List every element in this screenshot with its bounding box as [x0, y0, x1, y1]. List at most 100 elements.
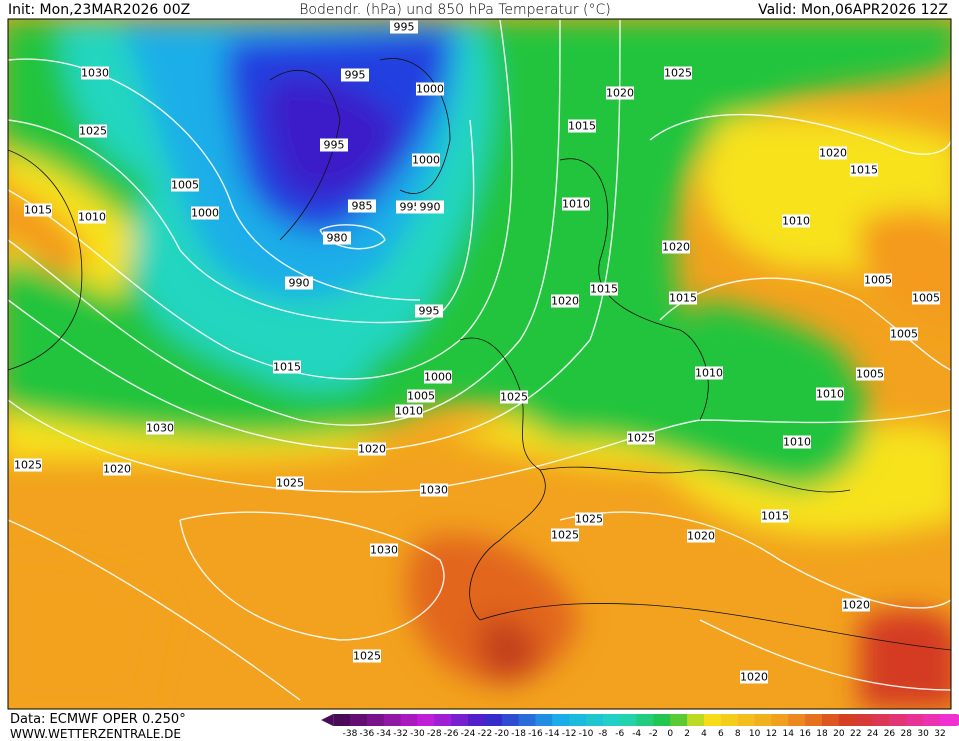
colorbar-swatch	[822, 714, 840, 726]
colorbar-swatch	[704, 714, 722, 726]
isobar-label: 985	[352, 200, 373, 213]
isobar-label: 1000	[412, 154, 440, 167]
colorbar-swatch	[586, 714, 604, 726]
colorbar-label: -16	[528, 729, 543, 739]
isobar-label: 1005	[890, 328, 918, 341]
colorbar-label: 26	[884, 729, 896, 739]
init-time: Init: Mon,23MAR2026 00Z	[8, 2, 190, 18]
isobar-label-box	[816, 387, 844, 401]
colorbar-label: -18	[511, 729, 526, 739]
colorbar-label: -4	[632, 729, 641, 739]
colorbar-label: -12	[562, 729, 577, 739]
isobar-label-box	[783, 435, 811, 449]
isobar-label-box	[285, 276, 313, 290]
colorbar-label: 12	[766, 729, 777, 739]
isobar-label-box	[912, 291, 940, 305]
isobar-label-box	[568, 119, 596, 133]
colorbar-label: 4	[701, 729, 707, 739]
colorbar-swatch	[872, 714, 890, 726]
isobar-label: 1020	[819, 147, 847, 160]
isobar-label-box	[276, 476, 304, 490]
isobar-label-box	[81, 66, 109, 80]
colorbar-label: 2	[684, 729, 690, 739]
colorbar-label: -24	[461, 729, 476, 739]
colorbar-label: 32	[934, 729, 945, 739]
map-title: Bodendr. (hPa) und 850 hPa Temperatur (°…	[299, 2, 611, 18]
isobar-label: 1025	[575, 513, 603, 526]
isobar-label-box	[850, 163, 878, 177]
colorbar-label: -22	[478, 729, 493, 739]
colorbar-swatch	[484, 714, 503, 726]
colorbar-swatch	[434, 714, 452, 726]
isobar-label: 1010	[78, 211, 106, 224]
colorbar-label: -36	[360, 729, 375, 739]
colorbar-swatch	[619, 714, 638, 726]
isobar-label: 995	[400, 201, 421, 214]
isobar-label-box	[562, 197, 590, 211]
colorbar-swatch	[535, 714, 553, 726]
map-field: 1030 995 995 1000 1025 1020 1025 1015 995 1000 102…	[8, 19, 951, 709]
isobar-label: 1015	[850, 164, 878, 177]
isobar-labels: 1030 995 995 1000 1025 1020 1025 1015 995 1000 102…	[14, 20, 940, 684]
colorbar-label: 14	[783, 729, 795, 739]
data-source: Data: ECMWF OPER 0.250°	[10, 712, 186, 727]
isobar-label: 1025	[276, 477, 304, 490]
isobar-label: 1010	[783, 436, 811, 449]
isobar-label: 1020	[740, 671, 768, 684]
isobar-label: 995	[419, 305, 440, 318]
colorbar-swatch	[636, 714, 654, 726]
isobar-label: 1000	[424, 371, 452, 384]
colorbar-label: 6	[718, 729, 724, 739]
isobar-label-box	[606, 86, 634, 100]
colorbar-label: -30	[410, 729, 425, 739]
colorbar-swatch	[889, 714, 907, 726]
isobar-label-box	[669, 291, 697, 305]
isobar-label: 1005	[856, 368, 884, 381]
colorbar-swatch	[518, 714, 536, 726]
colorbar: -38 -36 -34 -32 -30 -28 -26 -24 -22 -20 -18 -16 -14-…	[321, 714, 959, 739]
isobar-label-box	[420, 483, 448, 497]
colorbar-swatch	[754, 714, 772, 726]
isobar-label: 1030	[370, 544, 398, 557]
isobar-label-box	[695, 366, 723, 380]
coastlines	[8, 58, 951, 651]
isobar-label: 1010	[695, 367, 723, 380]
isobar-label-box	[842, 598, 870, 612]
isobar-label-box	[14, 458, 42, 472]
isobar-label: 1005	[407, 390, 435, 403]
isobar-label: 1020	[358, 443, 386, 456]
isobar-label-box	[341, 68, 369, 82]
isobar-label: 1015	[590, 283, 618, 296]
colorbar-label: 20	[833, 729, 845, 739]
isobar-label: 1005	[171, 179, 199, 192]
isobar-label: 1015	[669, 292, 697, 305]
isobar-label-box	[500, 390, 528, 404]
isobar-label: 995	[394, 21, 415, 34]
isobar-label-box	[856, 367, 884, 381]
isobar-label-box	[551, 294, 579, 308]
isobar-label-box	[146, 421, 174, 435]
colorbar-swatch	[417, 714, 435, 726]
isobar-label: 1020	[842, 599, 870, 612]
isobar-label: 1025	[500, 391, 528, 404]
colorbar-label: -26	[444, 729, 459, 739]
isobar-label: 1010	[395, 405, 423, 418]
colorbar-label: 30	[917, 729, 929, 739]
isobar-label: 1005	[912, 292, 940, 305]
isobar-label: 1025	[353, 650, 381, 663]
isobar-label-box	[662, 240, 690, 254]
valid-time: Valid: Mon,06APR2026 12Z	[758, 2, 948, 18]
colorbar-swatch	[855, 714, 874, 726]
site-url: WWW.WETTERZENTRALE.DE	[10, 727, 181, 741]
isobar-label-box	[627, 431, 655, 445]
isobar-label: 1020	[662, 241, 690, 254]
isobar-label-box	[890, 327, 918, 341]
isobar-label: 1015	[273, 361, 301, 374]
isobar-label: 1015	[568, 120, 596, 133]
colorbar-label: -38	[343, 729, 358, 739]
colorbar-swatch	[737, 714, 756, 726]
isobar-label-box	[353, 649, 381, 663]
colorbar-swatch	[940, 714, 958, 726]
isobar-label-box	[575, 512, 603, 526]
colorbar-swatch	[670, 714, 688, 726]
